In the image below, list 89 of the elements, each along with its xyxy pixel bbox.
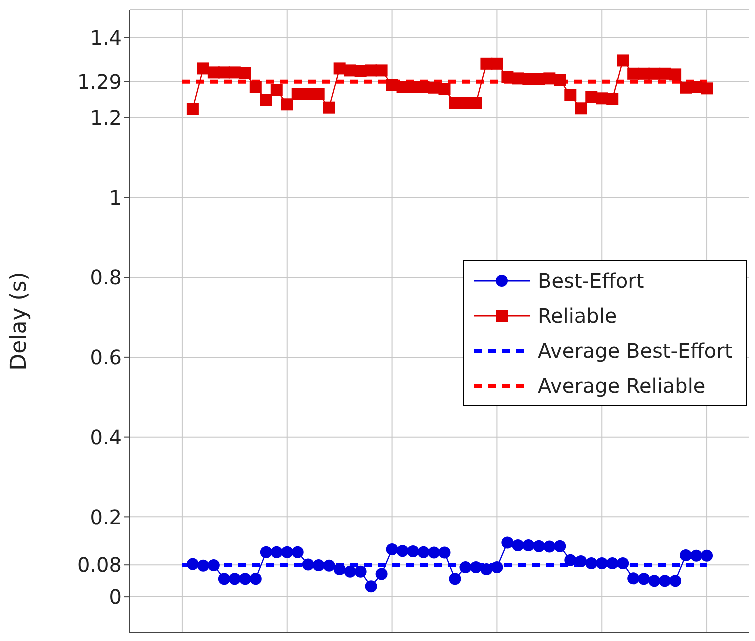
point: [470, 97, 482, 110]
y-tick-label: 1.2: [90, 106, 122, 130]
point: [575, 102, 588, 115]
point: [617, 54, 630, 67]
point: [670, 68, 682, 81]
point: [502, 536, 514, 549]
point: [292, 546, 304, 558]
point: [512, 540, 524, 552]
point: [418, 546, 430, 558]
point: [250, 81, 262, 94]
y-axis-title: Delay (s): [6, 272, 32, 371]
point: [449, 573, 462, 586]
point: [438, 83, 451, 96]
point: [554, 74, 566, 86]
point: [648, 575, 661, 588]
point: [218, 573, 230, 586]
point: [270, 84, 283, 96]
y-tick-label: 1.29: [77, 70, 122, 94]
point: [606, 93, 619, 106]
point: [638, 573, 650, 586]
point: [596, 558, 608, 570]
point: [197, 62, 210, 75]
point: [228, 573, 241, 586]
point: [628, 572, 640, 585]
point: [312, 88, 325, 100]
point: [208, 560, 220, 572]
point: [260, 94, 272, 106]
y-tick-label: 0.8: [90, 266, 122, 290]
y-tick-label: 1.4: [90, 26, 122, 50]
point: [386, 544, 398, 556]
point: [460, 562, 472, 574]
y-tick-label: 0.08: [77, 553, 122, 578]
point: [701, 82, 714, 95]
y-tick-label: 0.4: [90, 425, 122, 450]
point: [586, 558, 598, 570]
point: [586, 91, 598, 104]
point: [617, 558, 630, 570]
point: [376, 64, 388, 77]
point: [428, 546, 440, 559]
point: [312, 560, 325, 572]
point: [670, 575, 682, 588]
point: [606, 558, 619, 570]
point: [386, 79, 398, 92]
point: [365, 580, 378, 593]
point: [334, 62, 346, 75]
point: [376, 568, 388, 580]
point: [533, 540, 546, 552]
point: [564, 89, 577, 102]
point: [564, 554, 577, 566]
point: [502, 71, 514, 84]
point: [239, 68, 252, 80]
point: [659, 575, 672, 588]
point: [680, 550, 692, 562]
legend-label: Average Reliable: [538, 374, 707, 398]
point: [323, 102, 336, 114]
point: [438, 546, 451, 559]
point: [491, 58, 504, 70]
point: [260, 546, 272, 558]
point: [396, 545, 409, 558]
point: [186, 103, 199, 116]
point: [323, 560, 336, 572]
point: [522, 540, 535, 552]
point: [491, 562, 504, 574]
point: [281, 98, 294, 111]
point: [250, 573, 262, 586]
point: [480, 564, 493, 576]
point: [281, 546, 294, 558]
point: [701, 550, 714, 562]
point: [354, 566, 367, 578]
y-tick-label: 0.2: [90, 505, 122, 530]
point: [302, 558, 314, 571]
point: [239, 573, 252, 586]
y-tick-label: 0.6: [90, 346, 122, 370]
point: [197, 560, 210, 572]
point: [554, 540, 566, 552]
y-tick-label: 0: [109, 585, 122, 610]
point: [690, 550, 703, 562]
point: [186, 558, 199, 570]
point: [334, 564, 346, 576]
point: [344, 566, 356, 578]
point: [575, 556, 588, 568]
y-tick-label: 1: [109, 186, 122, 210]
legend-label: Average Best-Effort: [538, 338, 734, 362]
point: [470, 562, 482, 574]
point: [544, 540, 556, 553]
point: [270, 546, 283, 558]
legend-label: Reliable: [538, 304, 618, 328]
point: [407, 546, 420, 558]
legend-label: Best-Effort: [538, 268, 646, 292]
